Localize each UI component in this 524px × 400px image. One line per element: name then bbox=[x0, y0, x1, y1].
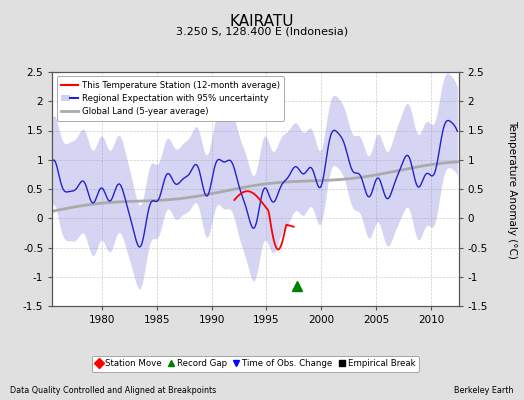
Legend: Station Move, Record Gap, Time of Obs. Change, Empirical Break: Station Move, Record Gap, Time of Obs. C… bbox=[92, 356, 419, 372]
Text: Berkeley Earth: Berkeley Earth bbox=[454, 386, 514, 395]
Text: Data Quality Controlled and Aligned at Breakpoints: Data Quality Controlled and Aligned at B… bbox=[10, 386, 217, 395]
Text: 3.250 S, 128.400 E (Indonesia): 3.250 S, 128.400 E (Indonesia) bbox=[176, 26, 348, 36]
Text: KAIRATU: KAIRATU bbox=[230, 14, 294, 29]
Y-axis label: Temperature Anomaly (°C): Temperature Anomaly (°C) bbox=[507, 120, 517, 258]
